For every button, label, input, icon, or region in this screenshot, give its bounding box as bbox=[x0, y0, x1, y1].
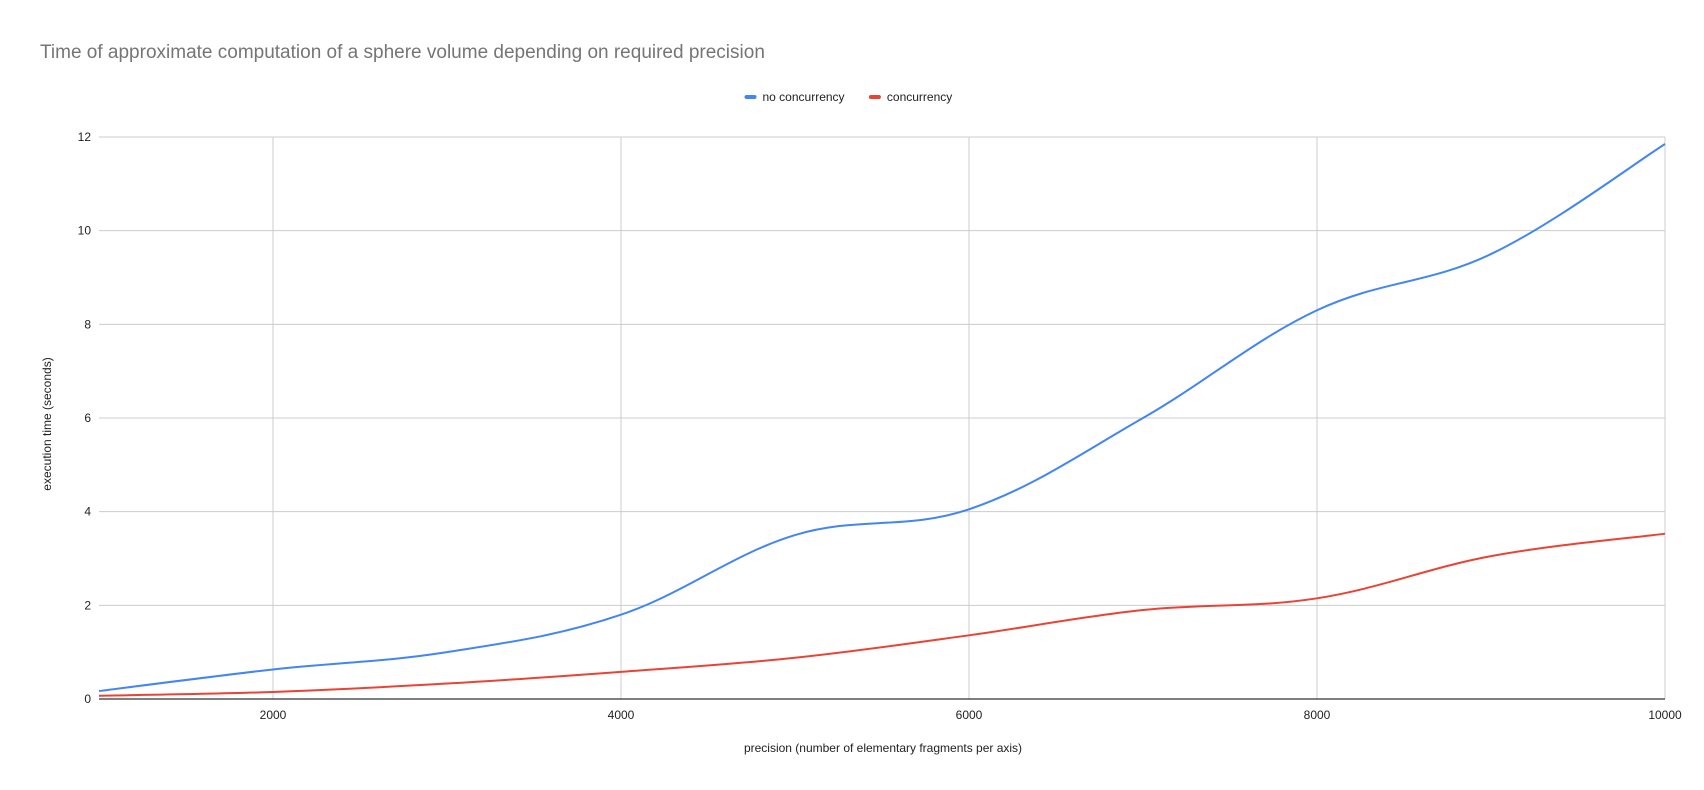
x-tick-label-1: 4000 bbox=[608, 708, 635, 722]
legend-label-no-concurrency: no concurrency bbox=[763, 90, 845, 104]
grid bbox=[99, 136, 1666, 700]
legend-swatch-concurrency bbox=[868, 95, 881, 99]
x-tick-label-0: 2000 bbox=[260, 708, 287, 722]
y-tick-label-4: 8 bbox=[84, 317, 91, 331]
legend-label-concurrency: concurrency bbox=[887, 90, 952, 104]
series-line-no-concurrency bbox=[98, 143, 1666, 693]
y-axis-label: execution time (seconds) bbox=[40, 357, 54, 490]
y-tick-label-2: 4 bbox=[84, 505, 91, 519]
x-axis-ticks: 2000 4000 6000 8000 10000 bbox=[260, 708, 1682, 722]
series-line-concurrency bbox=[98, 532, 1666, 697]
legend-swatch-no-concurrency bbox=[744, 95, 757, 99]
y-tick-label-0: 0 bbox=[84, 692, 91, 706]
x-tick-label-4: 10000 bbox=[1648, 708, 1682, 722]
y-axis-ticks: 0 2 4 6 8 10 12 bbox=[78, 130, 92, 706]
x-tick-label-3: 8000 bbox=[1304, 708, 1331, 722]
y-tick-label-1: 2 bbox=[84, 598, 91, 612]
y-tick-label-3: 6 bbox=[84, 411, 91, 425]
y-tick-label-6: 12 bbox=[78, 130, 92, 144]
x-tick-label-2: 6000 bbox=[956, 708, 983, 722]
y-tick-label-5: 10 bbox=[78, 224, 92, 238]
chart-title: Time of approximate computation of a sph… bbox=[40, 42, 765, 63]
series-group bbox=[98, 143, 1666, 697]
x-axis-label: precision (number of elementary fragment… bbox=[744, 741, 1022, 755]
legend: no concurrency concurrency bbox=[744, 90, 952, 104]
